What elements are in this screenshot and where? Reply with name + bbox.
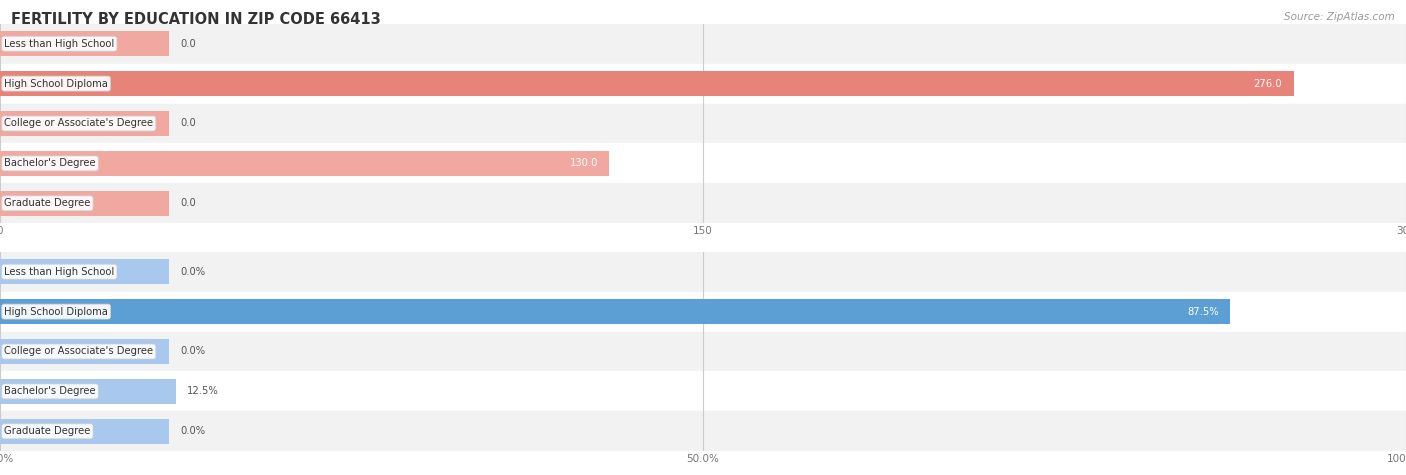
Text: 0.0%: 0.0% <box>180 426 205 437</box>
Bar <box>0 259 169 284</box>
Bar <box>0 64 1406 104</box>
Text: Less than High School: Less than High School <box>4 266 114 277</box>
Bar <box>0 371 1406 411</box>
Text: 0.0%: 0.0% <box>180 266 205 277</box>
Text: High School Diploma: High School Diploma <box>4 78 108 89</box>
Text: Bachelor's Degree: Bachelor's Degree <box>4 158 96 169</box>
Bar <box>0 411 1406 451</box>
Bar <box>0 299 1230 324</box>
Bar <box>0 191 169 216</box>
Text: College or Associate's Degree: College or Associate's Degree <box>4 118 153 129</box>
Text: Source: ZipAtlas.com: Source: ZipAtlas.com <box>1284 12 1395 22</box>
Text: 0.0: 0.0 <box>180 198 195 209</box>
Text: College or Associate's Degree: College or Associate's Degree <box>4 346 153 357</box>
Text: FERTILITY BY EDUCATION IN ZIP CODE 66413: FERTILITY BY EDUCATION IN ZIP CODE 66413 <box>11 12 381 27</box>
Text: Graduate Degree: Graduate Degree <box>4 426 90 437</box>
Bar <box>0 31 169 56</box>
Bar <box>0 419 169 444</box>
Bar <box>0 71 1294 96</box>
Bar <box>0 339 169 364</box>
Text: 12.5%: 12.5% <box>187 386 219 397</box>
Text: 0.0: 0.0 <box>180 118 195 129</box>
Bar <box>0 292 1406 332</box>
Text: Less than High School: Less than High School <box>4 38 114 49</box>
Text: 276.0: 276.0 <box>1254 78 1282 89</box>
Bar <box>0 104 1406 143</box>
Text: 0.0: 0.0 <box>180 38 195 49</box>
Text: 130.0: 130.0 <box>569 158 598 169</box>
Bar <box>0 183 1406 223</box>
Text: Bachelor's Degree: Bachelor's Degree <box>4 386 96 397</box>
Bar <box>0 332 1406 371</box>
Bar <box>0 151 609 176</box>
Bar <box>0 252 1406 292</box>
Text: 0.0%: 0.0% <box>180 346 205 357</box>
Text: 87.5%: 87.5% <box>1188 306 1219 317</box>
Bar <box>0 24 1406 64</box>
Bar <box>0 111 169 136</box>
Bar <box>0 379 176 404</box>
Text: High School Diploma: High School Diploma <box>4 306 108 317</box>
Text: Graduate Degree: Graduate Degree <box>4 198 90 209</box>
Bar <box>0 143 1406 183</box>
